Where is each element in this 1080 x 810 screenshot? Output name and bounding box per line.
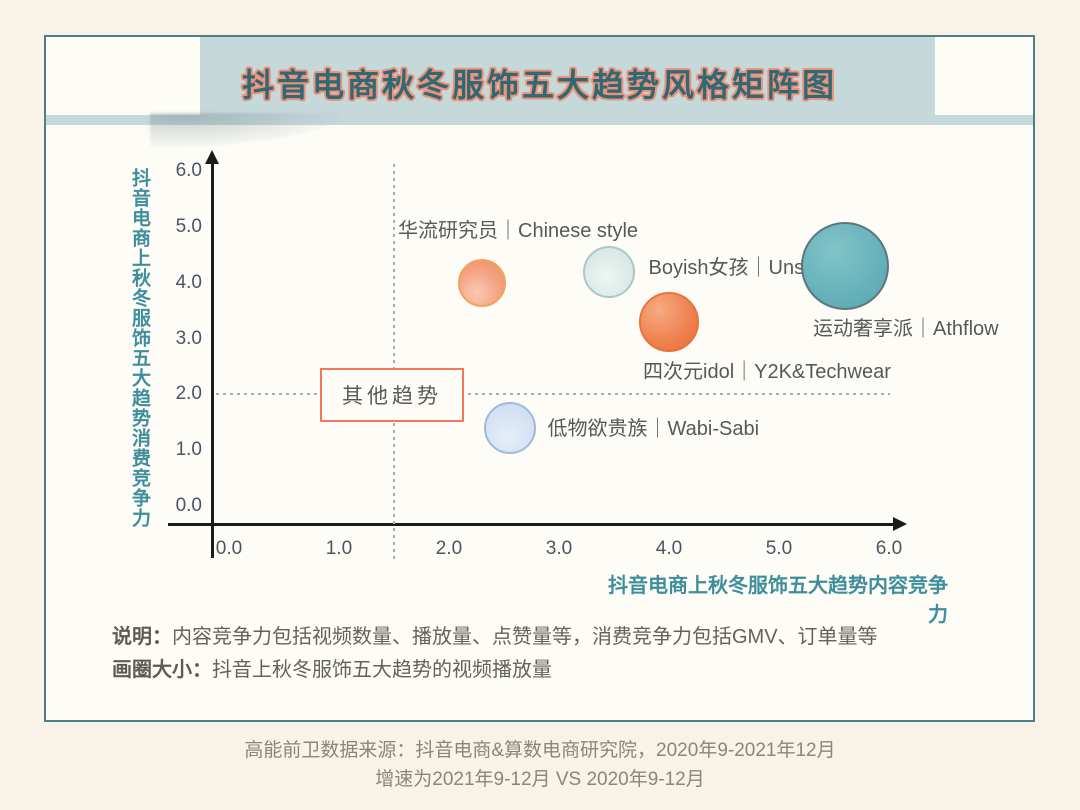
y-axis-tick: 3.0 [175,327,202,349]
x-axis-tick: 6.0 [875,538,903,559]
title-banner [46,37,1033,125]
trend-bubble-label: 运动奢享派｜Athflow [813,318,999,341]
chart-card: 抖音电商秋冬服饰五大趋势风格矩阵图 [44,35,1035,722]
y-axis-tick: 5.0 [175,216,202,237]
x-axis-tick: 3.0 [545,538,573,559]
x-axis-title: 抖音电商上秋冬服饰五大趋势内容竞争力 [608,575,948,626]
y-axis-line [211,162,214,558]
y-axis-tick: 6.0 [175,160,202,182]
note-label: 画圈大小： [112,659,212,681]
x-axis-tick: 1.0 [325,538,353,559]
x-axis-tick: 4.0 [655,538,683,559]
trend-bubble-label: Boyish女孩｜Unsiex [648,256,830,279]
y-axis-tick: 0.0 [175,495,202,516]
note-text: 内容竞争力包括视频数量、播放量、点赞量等，消费竞争力包括GMV、订单量等 [172,626,878,648]
note-line: 说明：内容竞争力包括视频数量、播放量、点赞量等，消费竞争力包括GMV、订单量等 [112,621,878,654]
x-axis-tick: 2.0 [435,538,463,559]
quadrant-divider-vertical [393,164,395,560]
y-axis-tick: 1.0 [175,439,202,461]
banner-cutout-left [46,37,200,115]
note-label: 说明： [112,626,172,648]
x-axis-arrow-icon [893,517,907,531]
note-text: 抖音上秋冬服饰五大趋势的视频播放量 [212,659,552,681]
other-trends-box: 其他趋势 [320,368,464,423]
trend-bubble [458,258,506,307]
y-axis-tick: 2.0 [175,383,202,405]
footer-line-growth: 增速为2021年9-12月 VS 2020年9-12月 [375,769,705,790]
x-axis-tick: 0.0 [215,538,243,559]
quadrant-divider-horizontal [216,393,890,396]
trend-bubble-label: 华流研究员｜Chinese style [398,219,639,242]
x-axis-tick: 5.0 [765,538,793,559]
trend-bubble-label: 低物欲贵族｜Wabi-Sabi [547,417,760,440]
trend-bubble-label: 四次元idol｜Y2K&Techwear [643,360,891,383]
chart-title: 抖音电商秋冬服饰五大趋势风格矩阵图 [241,67,837,103]
y-axis-arrow-icon [205,150,219,164]
data-source-footer: 高能前卫数据来源：抖音电商&算数电商研究院，2020年9-2021年12月 增速… [0,736,1080,794]
banner-cutout-right [935,37,1033,115]
x-axis-line [168,523,895,526]
trend-bubble [582,245,635,298]
y-axis-tick: 4.0 [175,271,202,293]
trend-bubble [801,222,889,311]
footer-line-source: 高能前卫数据来源：抖音电商&算数电商研究院，2020年9-2021年12月 [244,740,836,761]
trend-bubble [483,401,536,454]
chart-notes: 说明：内容竞争力包括视频数量、播放量、点赞量等，消费竞争力包括GMV、订单量等 … [112,621,878,687]
trend-bubble [639,291,699,352]
note-line: 画圈大小：抖音上秋冬服饰五大趋势的视频播放量 [112,654,878,687]
y-axis-title: 抖音电商上秋冬服饰五大趋势消费竞争力 [129,168,150,528]
